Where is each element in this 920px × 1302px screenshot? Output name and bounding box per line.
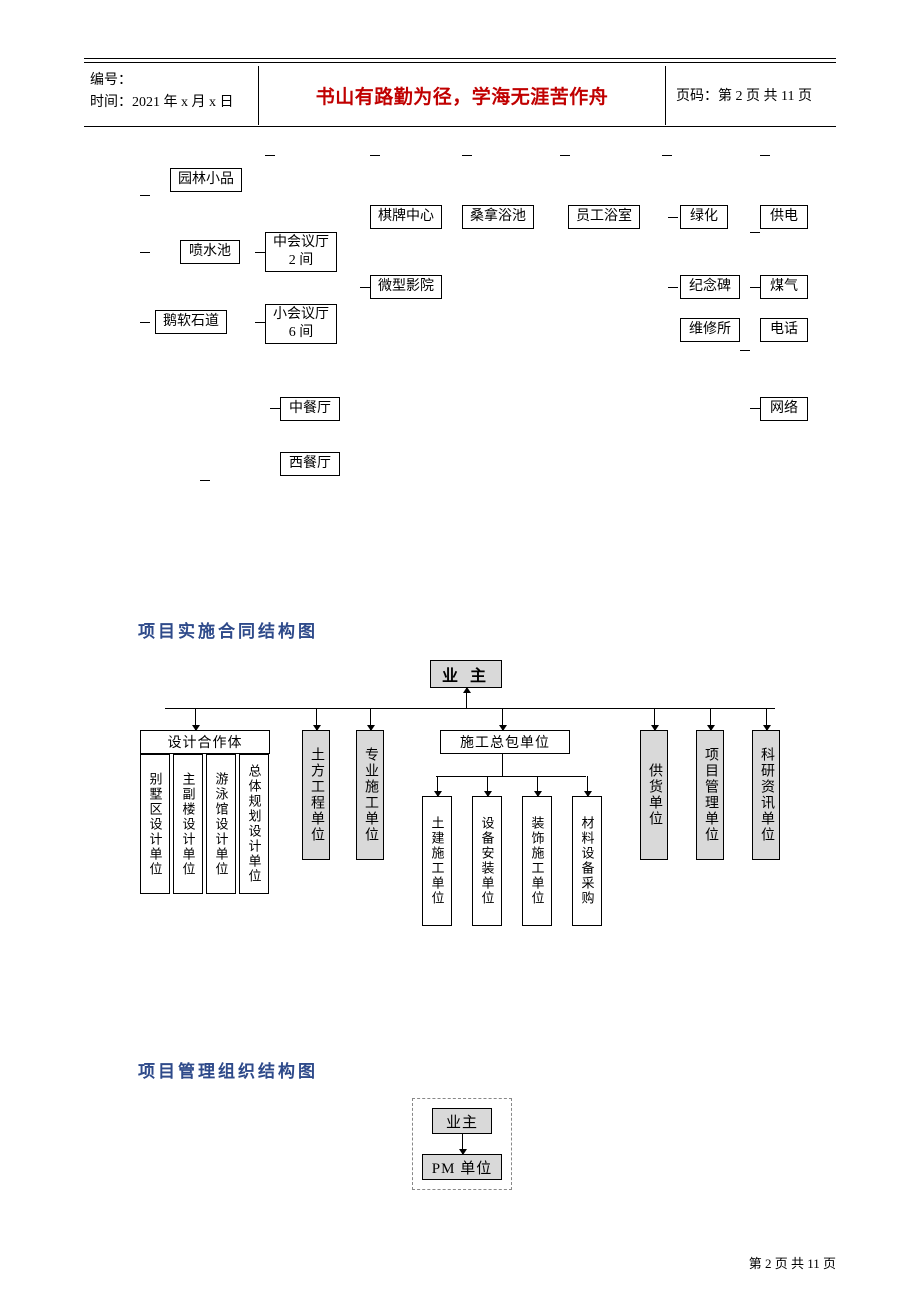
design-group: 设计合作体: [140, 730, 270, 754]
design-sub: 别墅区设计单位: [140, 754, 170, 894]
right-unit: 科研资讯单位: [752, 730, 780, 860]
tick: [200, 480, 210, 481]
tick: [750, 232, 760, 233]
facility-box: 喷水池: [180, 240, 240, 264]
connector: [502, 754, 503, 776]
tick: [370, 155, 380, 156]
tick: [265, 155, 275, 156]
right-unit: 项目管理单位: [696, 730, 724, 860]
tick: [140, 252, 150, 253]
contractor-sub: 土建施工单位: [422, 796, 452, 926]
connector: [370, 708, 371, 730]
tick: [360, 287, 370, 288]
section-title-contract: 项目实施合同结构图: [138, 617, 318, 642]
general-contractor: 施工总包单位: [440, 730, 570, 754]
facility-box: 员工浴室: [568, 205, 640, 229]
facility-box: 绿化: [680, 205, 728, 229]
connector: [710, 708, 711, 730]
tick: [270, 408, 280, 409]
header-rule-2: [84, 62, 836, 63]
facility-box: 煤气: [760, 275, 808, 299]
facility-box: 西餐厅: [280, 452, 340, 476]
facility-box: 维修所: [680, 318, 740, 342]
contractor-sub: 设备安装单位: [472, 796, 502, 926]
facility-box: 鹅软石道: [155, 310, 227, 334]
header-right: 页码：第 2 页 共 11 页: [666, 66, 836, 125]
connector: [766, 708, 767, 730]
tick: [668, 287, 678, 288]
facility-box: 网络: [760, 397, 808, 421]
tick: [740, 350, 750, 351]
connector: [654, 708, 655, 730]
design-sub: 总体规划设计单位: [239, 754, 269, 894]
header-rule-bottom: [84, 126, 836, 127]
connector: [316, 708, 317, 730]
facility-box: 中会议厅 2 间: [265, 232, 337, 272]
contractor-sub: 材料设备采购: [572, 796, 602, 926]
connector: [487, 776, 488, 796]
tick: [668, 217, 678, 218]
tick: [255, 322, 265, 323]
connector: [537, 776, 538, 796]
design-sub: 主副楼设计单位: [173, 754, 203, 894]
org-specialty: 专业施工单位: [356, 730, 384, 860]
connector: [462, 1134, 463, 1154]
motto-text: 书山有路勤为径，学海无涯苦作舟: [316, 82, 609, 109]
tick: [760, 155, 770, 156]
facility-box: 园林小品: [170, 168, 242, 192]
facility-box: 桑拿浴池: [462, 205, 534, 229]
header-left: 编号： 时间：2021 年 x 月 x 日: [84, 66, 259, 125]
tick: [560, 155, 570, 156]
facility-box: 小会议厅 6 间: [265, 304, 337, 344]
serial-label: 编号：: [90, 70, 252, 92]
tick: [750, 408, 760, 409]
connector: [502, 708, 503, 730]
connector: [466, 688, 467, 708]
section-title-management: 项目管理组织结构图: [138, 1057, 318, 1082]
contractor-sub: 装饰施工单位: [522, 796, 552, 926]
tick: [462, 155, 472, 156]
tick: [255, 252, 265, 253]
facility-box: 纪念碑: [680, 275, 740, 299]
pm-box: PM 单位: [422, 1154, 502, 1180]
owner-box: 业主: [432, 1108, 492, 1134]
connector: [437, 776, 438, 796]
facility-box: 棋牌中心: [370, 205, 442, 229]
connector: [436, 776, 586, 777]
org-earthwork: 土方工程单位: [302, 730, 330, 860]
tick: [140, 195, 150, 196]
tick: [662, 155, 672, 156]
tick: [750, 287, 760, 288]
page-label: 页码：第 2 页 共 11 页: [676, 85, 812, 105]
design-sub: 游泳馆设计单位: [206, 754, 236, 894]
facility-box: 供电: [760, 205, 808, 229]
facility-box: 中餐厅: [280, 397, 340, 421]
connector: [195, 708, 196, 730]
connector: [587, 776, 588, 796]
tick: [140, 322, 150, 323]
right-unit: 供货单位: [640, 730, 668, 860]
header-mid: 书山有路勤为径，学海无涯苦作舟: [259, 66, 666, 125]
org-root: 业 主: [430, 660, 502, 688]
date-label: 时间：2021 年 x 月 x 日: [90, 92, 252, 114]
page-footer: 第 2 页 共 11 页: [749, 1253, 836, 1272]
facility-box: 电话: [760, 318, 808, 342]
header-rule-1: [84, 58, 836, 59]
connector: [165, 708, 775, 709]
page-header: 编号： 时间：2021 年 x 月 x 日 书山有路勤为径，学海无涯苦作舟 页码…: [84, 66, 836, 125]
facility-box: 微型影院: [370, 275, 442, 299]
